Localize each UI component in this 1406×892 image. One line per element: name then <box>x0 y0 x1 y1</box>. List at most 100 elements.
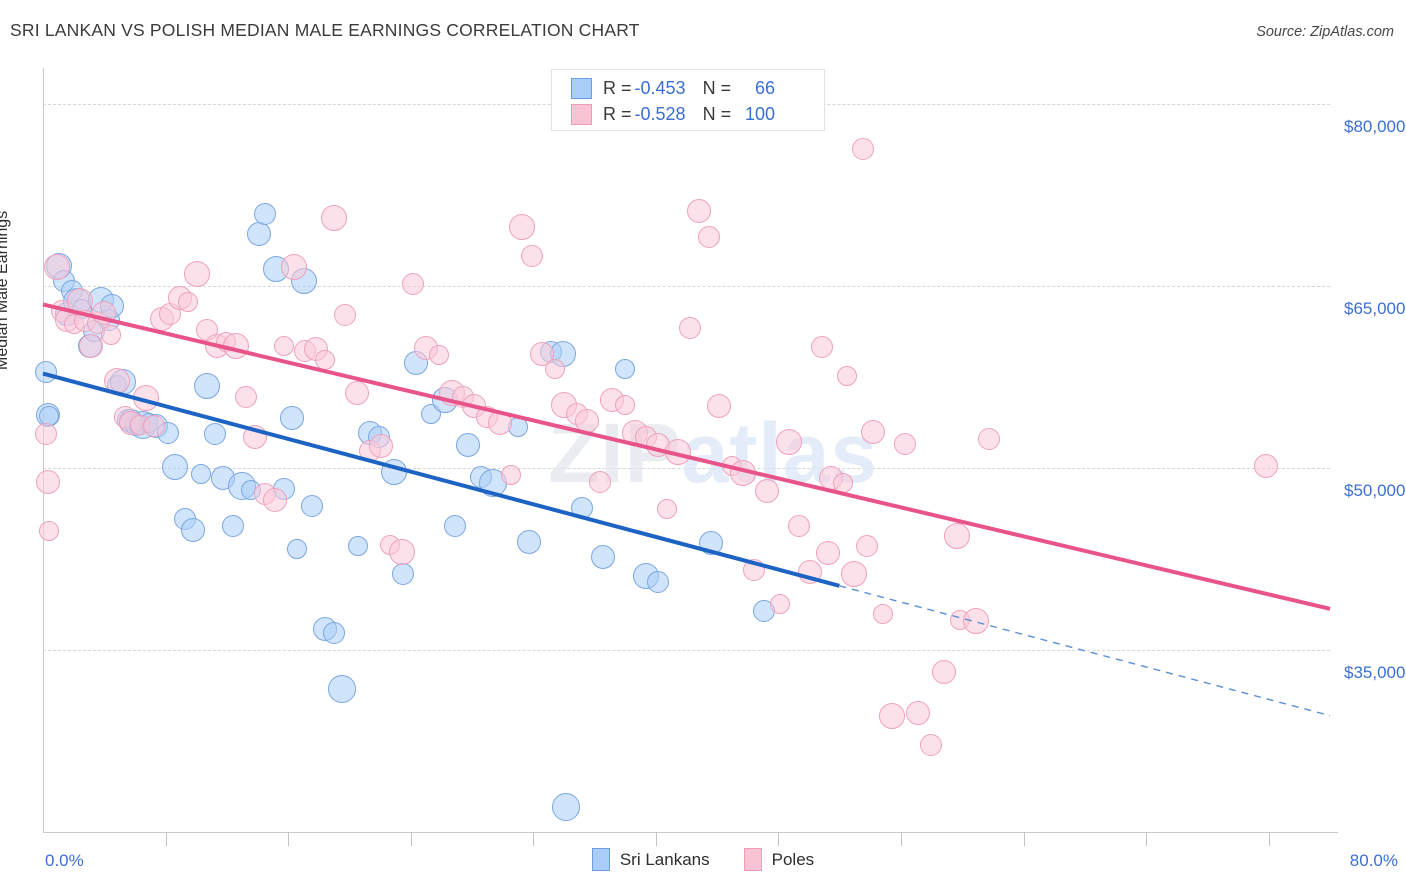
scatter-point[interactable] <box>104 367 130 394</box>
scatter-point[interactable] <box>698 225 721 248</box>
scatter-point[interactable] <box>254 202 276 225</box>
scatter-point[interactable] <box>300 494 323 517</box>
scatter-point[interactable] <box>816 541 841 566</box>
scatter-point[interactable] <box>931 659 956 684</box>
scatter-point[interactable] <box>852 138 875 161</box>
scatter-point[interactable] <box>551 792 580 821</box>
scatter-point[interactable] <box>243 424 268 449</box>
stats-n-value-poles: 100 <box>745 103 776 124</box>
stats-n-label-poles: N = <box>702 103 732 124</box>
y-axis-title: Median Male Earnings <box>0 210 11 370</box>
x-axis-tick <box>1146 832 1148 846</box>
scatter-point[interactable] <box>729 460 756 487</box>
series-legend: Sri Lankans Poles <box>0 848 1406 871</box>
scatter-point[interactable] <box>855 534 878 557</box>
scatter-point[interactable] <box>754 479 779 504</box>
scatter-point[interactable] <box>161 453 188 480</box>
scatter-point[interactable] <box>455 433 480 458</box>
scatter-point[interactable] <box>861 419 886 444</box>
stats-r-label-sri-lankans: R = <box>603 77 632 98</box>
y-tick-label: $80,000 <box>1344 117 1406 137</box>
scatter-point[interactable] <box>323 622 346 645</box>
legend-label-sri-lankans: Sri Lankans <box>619 849 710 869</box>
scatter-point[interactable] <box>590 544 615 569</box>
gridline-65000 <box>43 286 1330 288</box>
scatter-point[interactable] <box>194 372 221 399</box>
scatter-point[interactable] <box>274 335 295 356</box>
scatter-point[interactable] <box>392 562 415 585</box>
scatter-point[interactable] <box>190 464 211 485</box>
scatter-point[interactable] <box>832 472 853 493</box>
y-tick-label: $35,000 <box>1344 663 1406 683</box>
scatter-point[interactable] <box>344 381 369 405</box>
x-axis-min-label: 0.0% <box>45 851 84 870</box>
scatter-point[interactable] <box>570 497 593 520</box>
scatter-point[interactable] <box>920 733 943 756</box>
scatter-point[interactable] <box>328 674 357 703</box>
scatter-point[interactable] <box>516 530 541 555</box>
scatter-point[interactable] <box>509 213 536 240</box>
scatter-point[interactable] <box>262 487 287 512</box>
stats-row-sri-lankans: R = -0.453 N = 66 <box>552 75 824 101</box>
scatter-point[interactable] <box>280 253 307 280</box>
scatter-point[interactable] <box>769 594 790 614</box>
scatter-point[interactable] <box>44 253 71 280</box>
scatter-point[interactable] <box>143 414 165 437</box>
gridline-50000 <box>43 468 1330 470</box>
scatter-point[interactable] <box>776 428 803 455</box>
scatter-point[interactable] <box>321 205 348 232</box>
scatter-point[interactable] <box>943 523 970 550</box>
scatter-point[interactable] <box>706 394 731 419</box>
x-axis-tick <box>165 832 167 846</box>
legend-entry-poles[interactable]: Poles <box>743 848 814 871</box>
scatter-point[interactable] <box>698 531 723 556</box>
scatter-point[interactable] <box>180 518 205 543</box>
scatter-point[interactable] <box>743 559 766 582</box>
scatter-point[interactable] <box>184 261 211 288</box>
scatter-point[interactable] <box>588 470 611 493</box>
scatter-point[interactable] <box>348 535 369 556</box>
scatter-point[interactable] <box>223 332 250 359</box>
scatter-point[interactable] <box>92 300 117 325</box>
scatter-point[interactable] <box>872 603 893 624</box>
scatter-point[interactable] <box>246 222 271 247</box>
correlation-stats-box: R = -0.453 N = 66 R = -0.528 N = 100 <box>551 69 825 131</box>
scatter-point[interactable] <box>678 316 701 339</box>
scatter-point[interactable] <box>380 458 407 485</box>
scatter-point[interactable] <box>35 469 60 494</box>
stats-r-value-poles: -0.528 <box>634 103 686 124</box>
stats-r-value-sri-lankans: -0.453 <box>634 77 686 98</box>
scatter-point[interactable] <box>646 571 669 594</box>
y-tick-label: $65,000 <box>1344 299 1406 319</box>
scatter-point[interactable] <box>687 199 712 224</box>
scatter-point[interactable] <box>314 350 335 371</box>
scatter-point[interactable] <box>879 702 906 729</box>
scatter-point[interactable] <box>79 333 104 358</box>
gridline-35000 <box>43 650 1330 652</box>
scatter-point[interactable] <box>132 384 159 411</box>
scatter-point[interactable] <box>963 607 990 634</box>
scatter-point[interactable] <box>388 538 415 565</box>
scatter-point[interactable] <box>521 244 544 267</box>
scatter-point[interactable] <box>100 324 121 345</box>
scatter-point[interactable] <box>234 385 257 408</box>
y-tick-label: $50,000 <box>1344 481 1406 501</box>
scatter-point[interactable] <box>977 428 1000 451</box>
scatter-point[interactable] <box>840 560 867 587</box>
scatter-point[interactable] <box>615 358 636 379</box>
scatter-point[interactable] <box>1253 453 1278 478</box>
x-axis-tick <box>778 832 780 846</box>
scatter-point[interactable] <box>810 335 833 358</box>
x-axis-tick <box>288 832 290 846</box>
stats-n-label-sri-lankans: N = <box>702 77 732 98</box>
scatter-point[interactable] <box>574 408 599 433</box>
legend-swatch-poles <box>743 848 762 871</box>
scatter-point[interactable] <box>402 272 424 295</box>
page-title: SRI LANKAN VS POLISH MEDIAN MALE EARNING… <box>10 20 640 40</box>
stats-r-label-poles: R = <box>603 103 632 124</box>
scatter-point[interactable] <box>177 292 198 313</box>
scatter-point[interactable] <box>544 358 565 379</box>
x-axis-line <box>43 832 1338 833</box>
legend-entry-sri-lankans[interactable]: Sri Lankans <box>591 848 710 871</box>
